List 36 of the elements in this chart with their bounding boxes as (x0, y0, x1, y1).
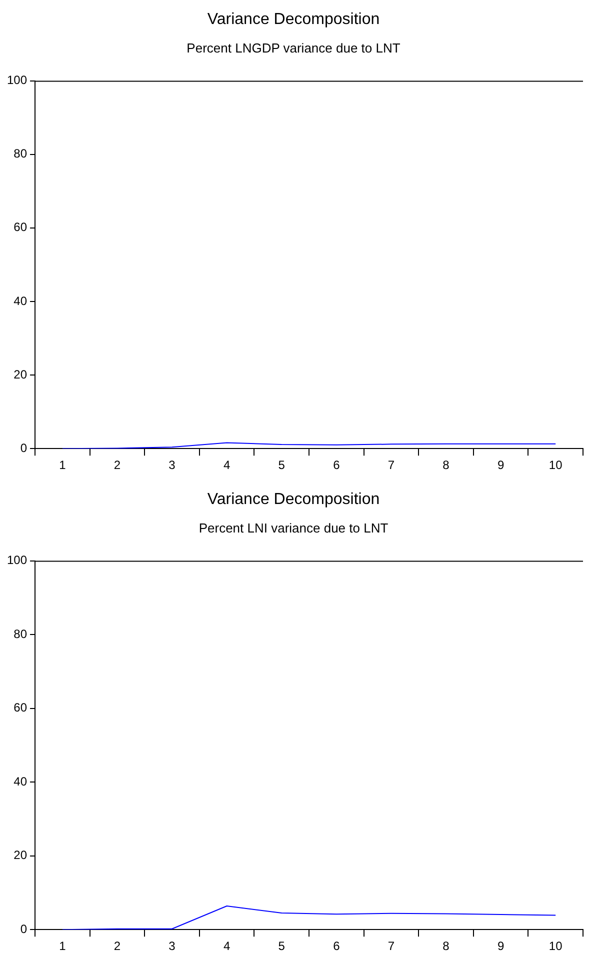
x-tick-label: 1 (59, 458, 66, 472)
x-tick-label: 9 (497, 458, 504, 472)
y-tick-label: 20 (14, 848, 28, 862)
x-tick-label: 1 (59, 939, 66, 954)
x-tick-label: 8 (442, 458, 450, 472)
x-tick-label: 8 (442, 939, 450, 954)
chart-title: Variance Decomposition (207, 11, 380, 28)
y-tick-label: 60 (14, 700, 28, 715)
y-tick-label: 100 (6, 553, 28, 568)
y-tick-label: 20 (14, 367, 28, 382)
x-tick-label: 7 (388, 458, 395, 472)
x-tick-label: 6 (333, 458, 340, 472)
x-tick-label: 10 (548, 939, 563, 954)
y-tick-label: 100 (6, 73, 28, 88)
x-tick-label: 3 (168, 458, 176, 472)
y-tick-label: 40 (14, 774, 28, 788)
x-tick-label: 7 (388, 939, 395, 954)
y-tick-label: 0 (20, 440, 28, 455)
chart-subtitle: Percent LNGDP variance due to LNT (186, 40, 400, 56)
x-tick-label: 4 (223, 458, 230, 472)
chart-subtitle: Percent LNI variance due to LNT (198, 520, 388, 536)
y-tick-label: 40 (14, 294, 28, 308)
x-tick-label: 4 (223, 939, 230, 954)
x-tick-label: 10 (548, 458, 563, 472)
x-tick-label: 9 (497, 939, 504, 954)
x-tick-label: 6 (333, 939, 340, 954)
x-tick-label: 2 (114, 458, 121, 472)
y-tick-label: 60 (14, 220, 28, 234)
x-tick-label: 5 (278, 458, 286, 472)
y-tick-label: 80 (14, 626, 28, 641)
x-tick-label: 2 (114, 939, 121, 954)
y-tick-label: 0 (20, 922, 28, 936)
y-tick-label: 80 (14, 146, 28, 161)
x-tick-label: 3 (168, 939, 176, 954)
chart-title: Variance Decomposition (207, 491, 380, 508)
x-tick-label: 5 (278, 939, 286, 954)
